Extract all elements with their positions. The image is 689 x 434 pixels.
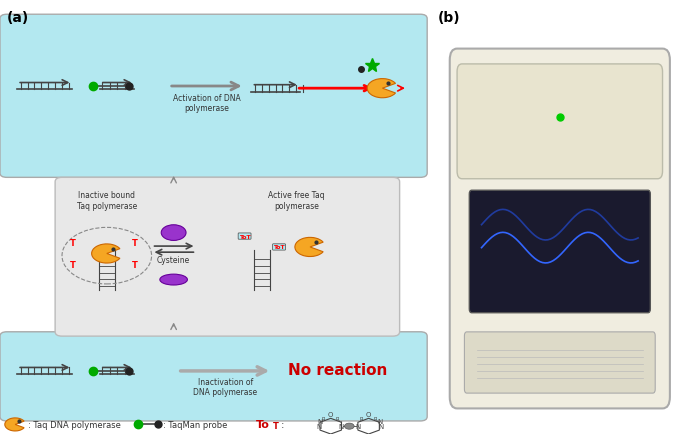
Text: N: N — [378, 418, 383, 424]
FancyBboxPatch shape — [0, 15, 427, 178]
Text: No reaction: No reaction — [288, 362, 387, 377]
Text: : TaqMan probe: : TaqMan probe — [163, 420, 227, 429]
Wedge shape — [5, 418, 24, 431]
Text: To: To — [256, 419, 270, 428]
Text: R: R — [322, 416, 326, 421]
Circle shape — [161, 225, 186, 241]
Text: N: N — [355, 423, 360, 429]
Text: T: T — [70, 239, 75, 247]
Text: R: R — [373, 416, 378, 421]
Text: Cysteine: Cysteine — [157, 255, 190, 264]
Text: : Taq DNA polymerase: : Taq DNA polymerase — [28, 420, 121, 429]
Text: T: T — [70, 260, 75, 269]
Text: N: N — [338, 423, 344, 429]
Text: Inactivation of
DNA polymerase: Inactivation of DNA polymerase — [193, 377, 258, 397]
Text: Active free Taq
polymerase: Active free Taq polymerase — [268, 191, 325, 210]
Text: R: R — [360, 416, 364, 421]
FancyBboxPatch shape — [450, 49, 670, 408]
Text: (a): (a) — [7, 11, 29, 25]
Text: Activation of DNA
polymerase: Activation of DNA polymerase — [173, 94, 240, 113]
Text: N: N — [378, 423, 384, 429]
Text: N: N — [318, 418, 323, 424]
Text: (b): (b) — [438, 11, 460, 25]
Text: Hg²⁺: Hg²⁺ — [165, 230, 183, 240]
Text: O: O — [328, 411, 333, 418]
Text: O: O — [366, 411, 371, 418]
Ellipse shape — [160, 274, 187, 286]
Text: Inactive bound
Taq polymerase: Inactive bound Taq polymerase — [76, 191, 137, 210]
Wedge shape — [295, 238, 323, 257]
FancyBboxPatch shape — [0, 332, 427, 421]
Wedge shape — [92, 244, 120, 263]
Text: R: R — [336, 416, 340, 421]
Text: ToT: ToT — [274, 245, 285, 250]
FancyBboxPatch shape — [55, 178, 400, 336]
Text: T: T — [132, 239, 137, 247]
Wedge shape — [367, 79, 395, 99]
Text: T: T — [273, 421, 279, 430]
FancyBboxPatch shape — [464, 332, 655, 393]
Text: N: N — [316, 423, 322, 429]
Text: Q: Q — [170, 229, 177, 237]
FancyBboxPatch shape — [469, 191, 650, 313]
Text: ToT: ToT — [239, 234, 250, 239]
FancyBboxPatch shape — [457, 65, 663, 179]
Text: :: : — [278, 419, 284, 428]
Circle shape — [344, 423, 354, 429]
Text: T: T — [132, 260, 137, 269]
